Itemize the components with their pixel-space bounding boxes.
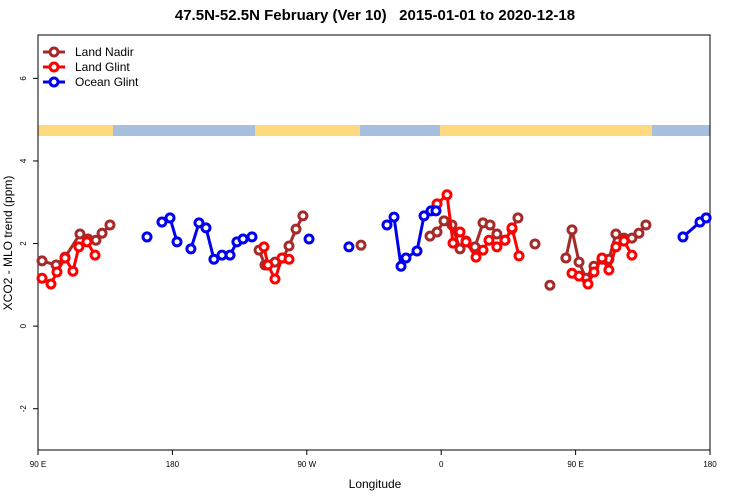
data-point (246, 231, 258, 243)
data-point (395, 260, 407, 272)
data-point (588, 266, 600, 278)
data-point (74, 228, 86, 240)
data-point (418, 210, 430, 222)
data-point (610, 228, 622, 240)
data-point (506, 222, 518, 234)
data-point (156, 216, 168, 228)
data-point (388, 211, 400, 223)
data-point (573, 270, 585, 282)
data-point (104, 219, 116, 231)
legend-label: Land Nadir (75, 45, 134, 59)
data-point (454, 243, 466, 255)
data-point (67, 265, 79, 277)
data-point (491, 228, 503, 240)
data-point (582, 278, 594, 290)
data-point (477, 244, 489, 256)
data-point (566, 224, 578, 236)
data-point (283, 253, 295, 265)
data-point (700, 212, 712, 224)
series-line (41, 193, 634, 286)
data-point (431, 226, 443, 238)
data-point (640, 219, 652, 231)
data-point (269, 273, 281, 285)
x-tick-label: 90 E (30, 460, 46, 469)
data-point (460, 236, 472, 248)
x-tick-label: 180 (166, 460, 180, 469)
data-point (610, 241, 622, 253)
data-point (513, 250, 525, 262)
data-point (343, 241, 355, 253)
data-point (633, 227, 645, 239)
x-axis-label: Longitude (349, 477, 402, 491)
data-point (283, 240, 295, 252)
data-point (89, 249, 101, 261)
data-point (200, 222, 212, 234)
data-point (141, 231, 153, 243)
data-point (81, 236, 93, 248)
y-tick-label: 2 (19, 241, 28, 246)
data-point (290, 223, 302, 235)
data-point (303, 233, 315, 245)
data-point (512, 212, 524, 224)
data-point (438, 215, 450, 227)
plot-frame (37, 34, 711, 451)
data-point (573, 256, 585, 268)
data-point (36, 255, 48, 267)
data-point (164, 212, 176, 224)
data-point (454, 226, 466, 238)
data-point (529, 238, 541, 250)
data-point (51, 266, 63, 278)
y-tick-label: 4 (19, 158, 28, 163)
y-tick-label: -2 (19, 405, 28, 413)
data-point (484, 219, 496, 231)
data-point (677, 231, 689, 243)
data-point (483, 234, 495, 246)
data-point (626, 249, 638, 261)
data-point (193, 217, 205, 229)
data-point (224, 249, 236, 261)
legend-label: Land Glint (75, 60, 130, 74)
data-point (297, 210, 309, 222)
data-point (45, 278, 57, 290)
data-point (262, 259, 274, 271)
data-point (258, 241, 270, 253)
x-tick-label: 0 (439, 460, 444, 469)
data-point (237, 233, 249, 245)
data-point (470, 251, 482, 263)
data-point (596, 252, 608, 264)
data-point (499, 234, 511, 246)
legend-marker (48, 61, 60, 73)
legend-label: Ocean Glint (75, 75, 139, 89)
y-axis-label: XCO2 - MLO trend (ppm) (1, 176, 15, 311)
x-tick-label: 180 (703, 460, 717, 469)
data-point (491, 241, 503, 253)
data-point (560, 252, 572, 264)
data-point (441, 189, 453, 201)
data-point (171, 236, 183, 248)
data-point (400, 252, 412, 264)
x-tick-label: 90 W (297, 460, 316, 469)
data-point (544, 279, 556, 291)
data-point (73, 241, 85, 253)
legend-marker (48, 76, 60, 88)
legend-marker (48, 46, 60, 58)
chart-title: 47.5N-52.5N February (Ver 10) 2015-01-01… (175, 7, 575, 24)
data-point (411, 245, 423, 257)
data-point (96, 227, 108, 239)
land-ocean-strip (38, 125, 710, 136)
data-point (36, 272, 48, 284)
data-point (618, 235, 630, 247)
y-tick-label: 6 (19, 76, 28, 81)
data-point (430, 205, 442, 217)
x-tick-label: 90 E (567, 460, 583, 469)
data-point (381, 219, 393, 231)
data-point (59, 252, 71, 264)
data-point (355, 239, 367, 251)
data-point (208, 253, 220, 265)
data-point (603, 264, 615, 276)
data-point (185, 243, 197, 255)
data-point (447, 237, 459, 249)
y-tick-label: 0 (19, 323, 28, 328)
